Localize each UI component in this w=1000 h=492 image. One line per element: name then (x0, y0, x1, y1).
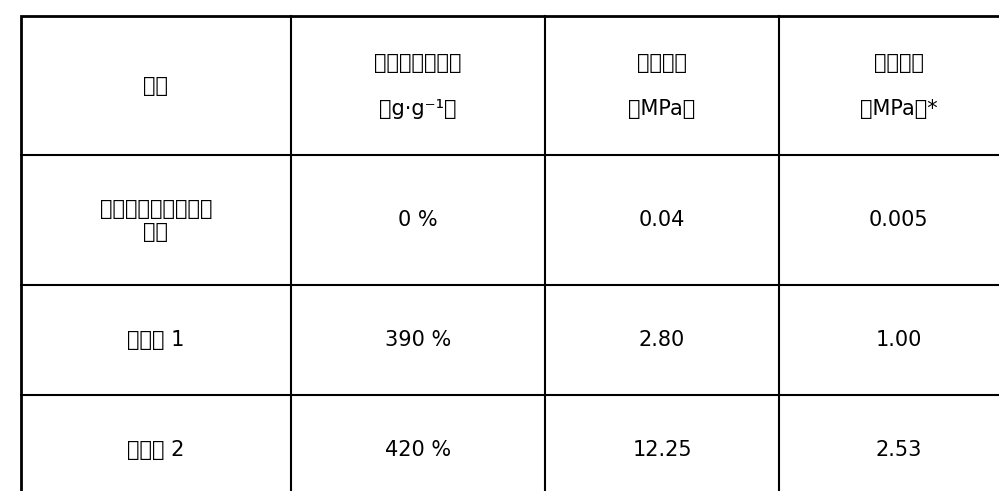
Text: 12.25: 12.25 (632, 440, 692, 460)
Text: 2.80: 2.80 (639, 330, 685, 350)
Text: 实施例 2: 实施例 2 (127, 440, 185, 460)
Text: 实施例 1: 实施例 1 (127, 330, 185, 350)
Text: 弹性模量

（MPa）: 弹性模量 （MPa） (628, 53, 696, 119)
Text: 420 %: 420 % (385, 440, 451, 460)
Text: 0.005: 0.005 (869, 210, 929, 230)
Text: 样品: 样品 (143, 76, 168, 96)
Text: 0 %: 0 % (398, 210, 438, 230)
Text: 390 %: 390 % (385, 330, 451, 350)
Text: 2.53: 2.53 (876, 440, 922, 460)
Text: 1.00: 1.00 (876, 330, 922, 350)
Text: 0.04: 0.04 (639, 210, 685, 230)
Text: 压缩强度

（MPa）*: 压缩强度 （MPa）* (860, 53, 938, 119)
Text: 商品化三聚氰胺甲醛
泡沫: 商品化三聚氰胺甲醛 泡沫 (100, 199, 212, 242)
Text: 聚乙烯醇吸附量

（g·g⁻¹）: 聚乙烯醇吸附量 （g·g⁻¹） (374, 53, 461, 119)
